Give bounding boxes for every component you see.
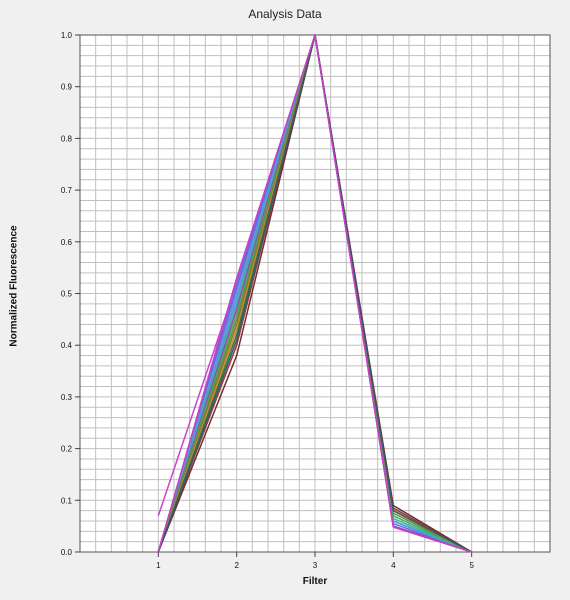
y-tick-label: 0.2 [61,445,73,454]
chart-title: Analysis Data [248,7,322,21]
y-tick-label: 0.1 [61,496,73,505]
y-tick-label: 0.5 [61,290,73,299]
y-tick-label: 0.4 [61,341,73,350]
x-tick-label: 1 [156,561,161,570]
y-tick-label: 0.6 [61,238,73,247]
y-tick-label: 0.3 [61,393,73,402]
x-tick-label: 4 [391,561,396,570]
x-tick-label: 5 [469,561,474,570]
y-tick-label: 1.0 [61,31,73,40]
x-tick-label: 3 [313,561,318,570]
y-tick-label: 0.9 [61,83,73,92]
y-tick-label: 0.7 [61,186,73,195]
series-line [157,34,472,553]
x-axis-label: Filter [302,576,328,587]
x-tick-label: 2 [234,561,239,570]
y-tick-label: 0.8 [61,134,73,143]
y-tick-label: 0.0 [61,548,73,557]
